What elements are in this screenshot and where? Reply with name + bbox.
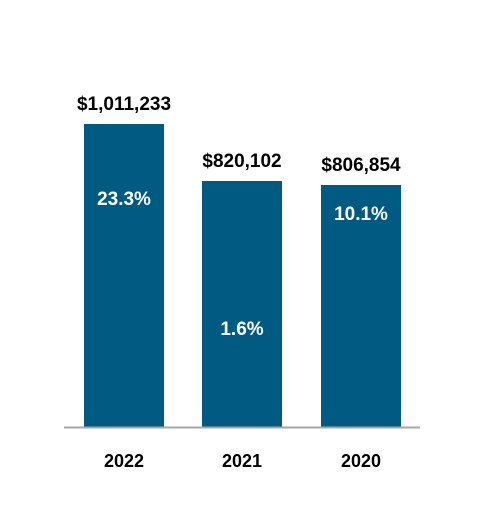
growth-label-2020: 10.1%: [334, 204, 388, 225]
growth-label-2021: 1.6%: [220, 319, 263, 340]
bar-2022: [84, 124, 164, 427]
bars-layer: [84, 124, 401, 427]
x-tick-2021: 2021: [222, 451, 262, 471]
x-tick-labels: 2022 2021 2020: [104, 451, 381, 471]
bar-2020: [321, 185, 401, 427]
x-tick-2022: 2022: [104, 451, 144, 471]
growth-label-2022: 23.3%: [97, 189, 151, 210]
value-label-2022: $1,011,233: [77, 94, 171, 115]
value-label-2021: $820,102: [202, 151, 281, 172]
x-tick-2020: 2020: [341, 451, 381, 471]
value-label-2020: $806,854: [321, 155, 401, 176]
bar-2021: [202, 181, 282, 427]
labels-layer: $1,011,233 23.3% $820,102 1.6% $806,854 10.1%: [77, 94, 401, 340]
